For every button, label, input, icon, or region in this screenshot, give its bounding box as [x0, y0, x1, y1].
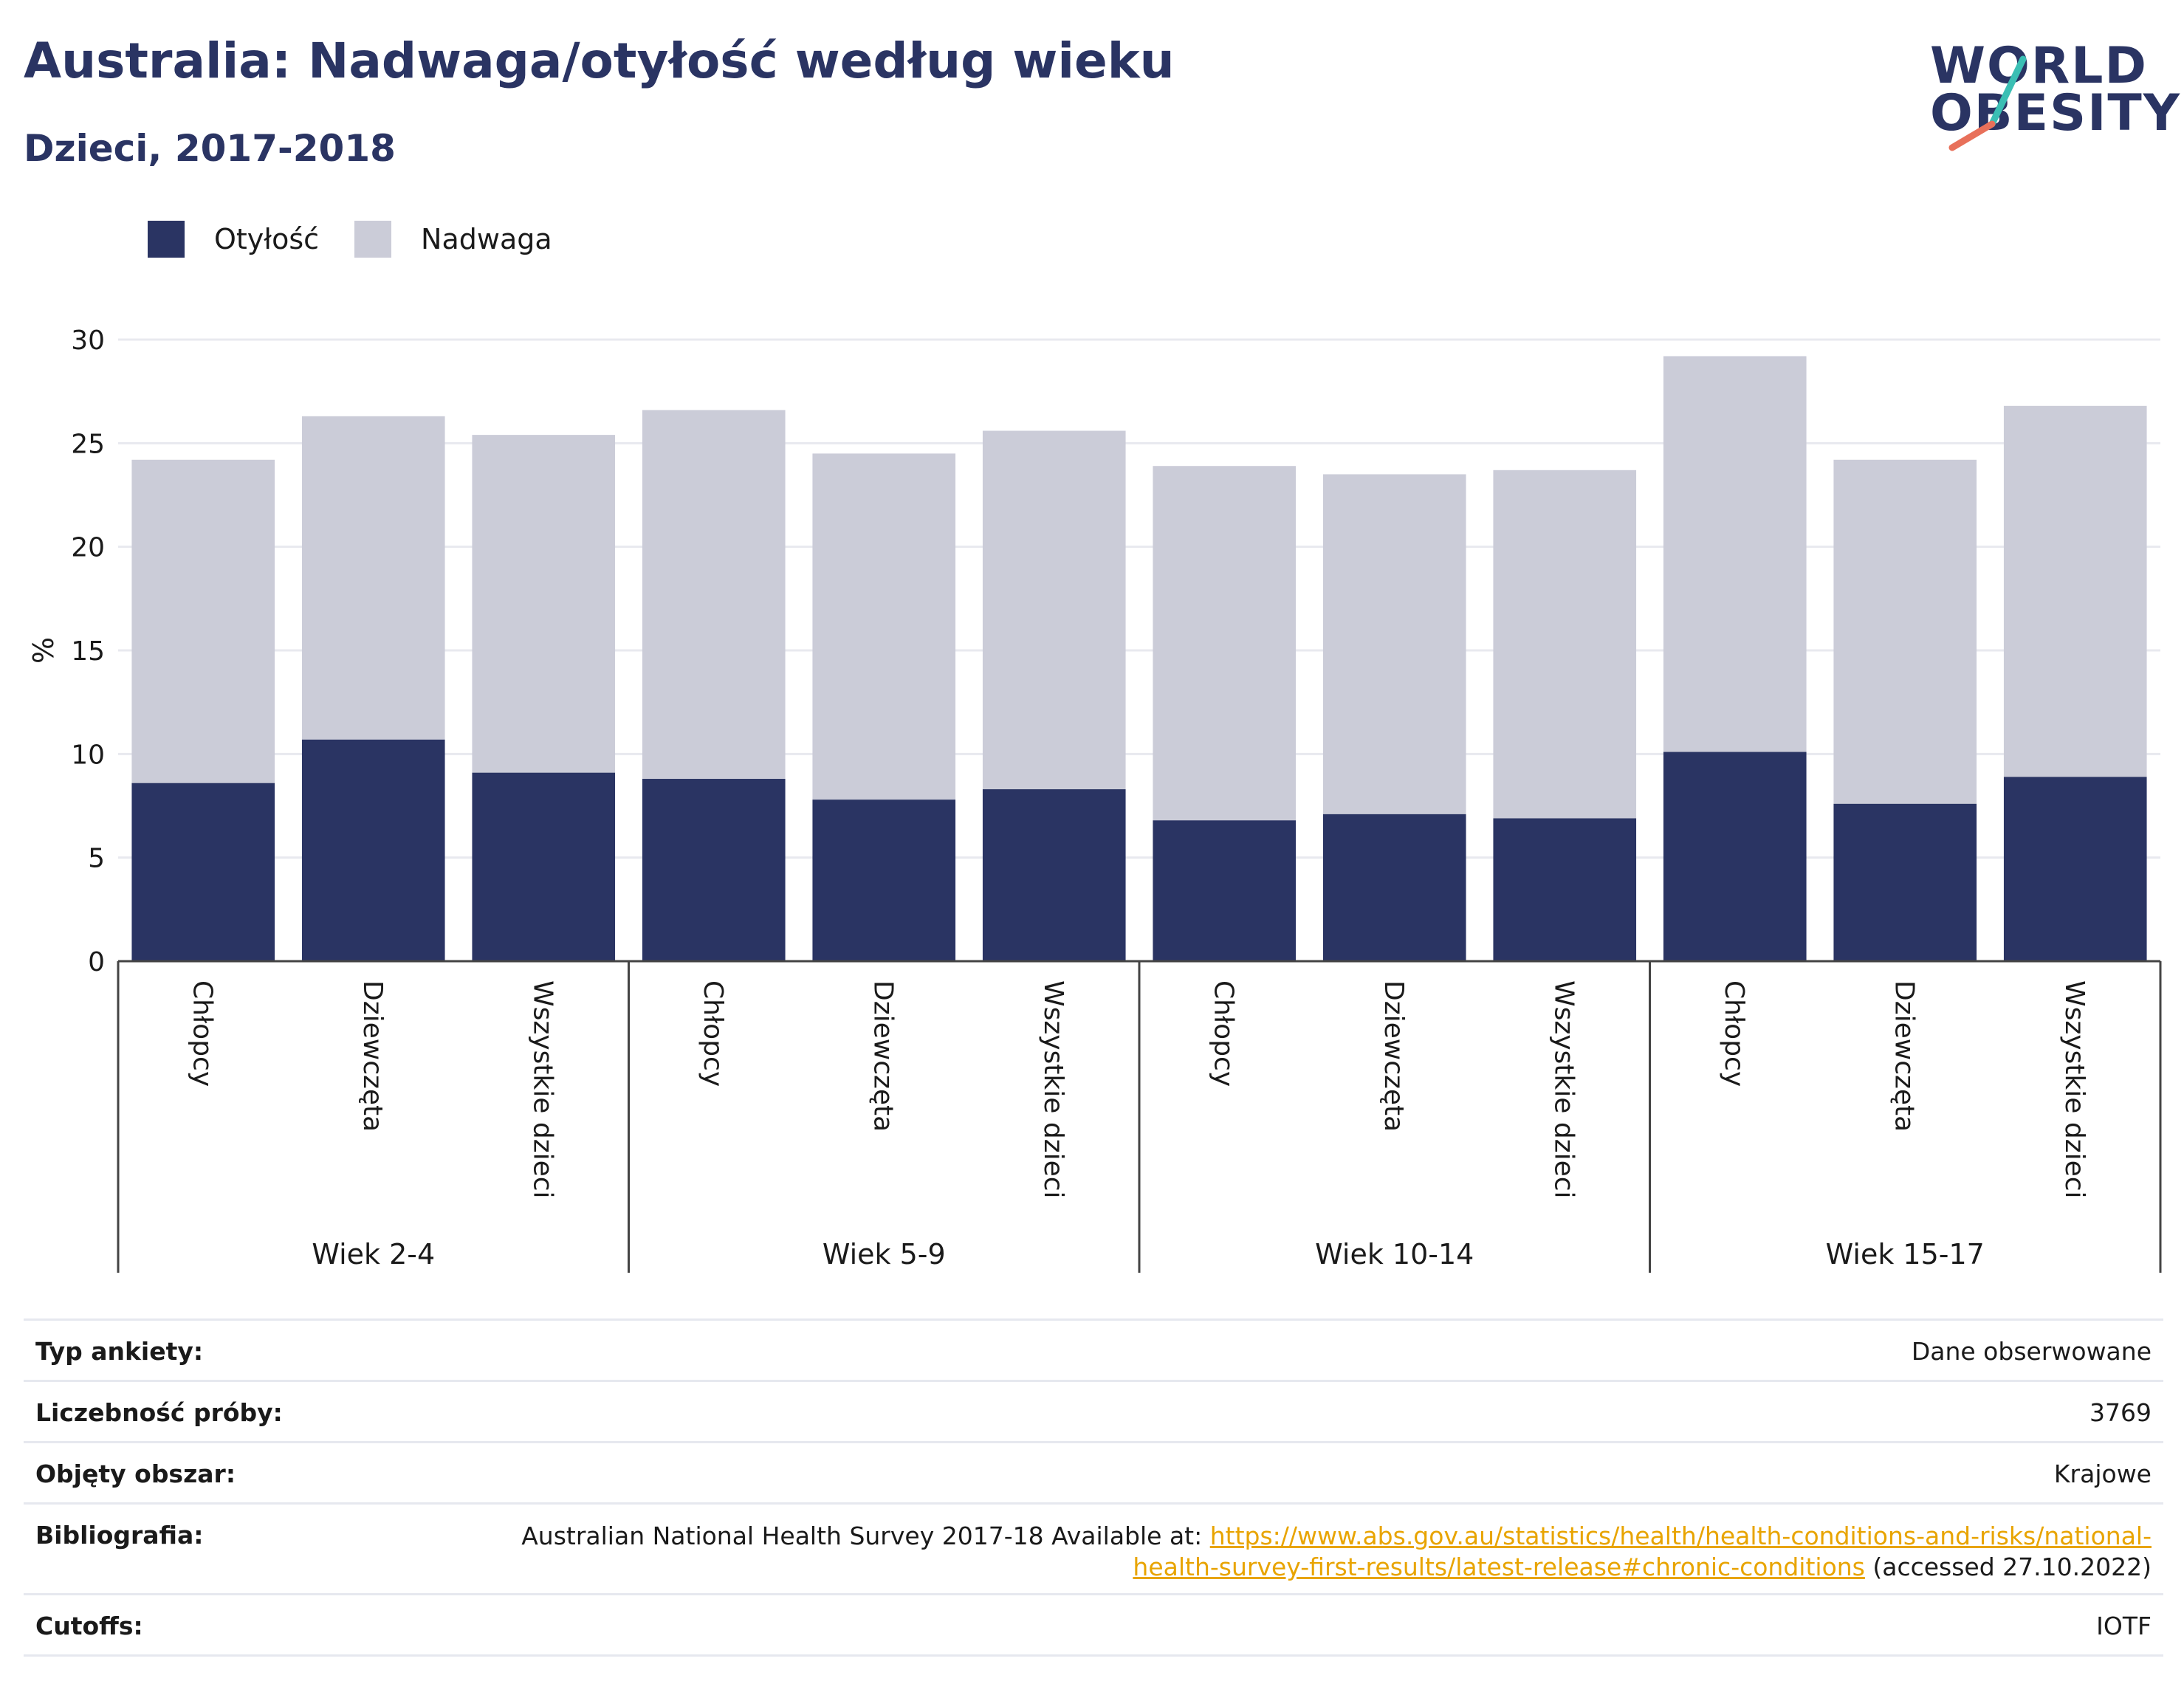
- bar-obesity: [472, 772, 616, 961]
- world-obesity-logo: WORLD OBESITY: [1920, 22, 2180, 155]
- bar-obesity: [1322, 814, 1466, 961]
- info-label-bibliography: Bibliografia:: [35, 1521, 204, 1550]
- x-category-label: Wszystkie dzieci: [1038, 980, 1068, 1199]
- legend-label-obesity: Otyłość: [214, 223, 320, 255]
- x-group-label: Wiek 2-4: [312, 1238, 435, 1271]
- bar-obesity: [642, 779, 786, 961]
- info-row-area-covered: Objęty obszar: Krajowe: [24, 1441, 2163, 1502]
- bar-obesity: [982, 789, 1126, 961]
- info-row-sample-size: Liczebność próby: 3769: [24, 1380, 2163, 1441]
- info-row-cutoffs: Cutoffs: IOTF: [24, 1593, 2163, 1657]
- info-row-bibliography: Bibliografia: Australian National Health…: [24, 1502, 2163, 1593]
- bar-overweight: [131, 459, 275, 783]
- bar-obesity: [301, 739, 445, 961]
- bar-obesity: [131, 783, 275, 961]
- x-category-label: Chłopcy: [1719, 980, 1749, 1087]
- y-tick-label: 30: [71, 326, 105, 356]
- bar-overweight: [1663, 356, 1807, 752]
- bar-overweight: [1322, 474, 1466, 814]
- legend-swatch-obesity: [148, 221, 185, 258]
- x-category-label: Dziewczęta: [868, 980, 898, 1132]
- logo-slash-icon: [1948, 55, 2027, 151]
- info-value-sample-size: 3769: [2089, 1398, 2152, 1427]
- legend-item-obesity[interactable]: Otyłość: [148, 221, 319, 258]
- info-value-bibliography: Australian National Health Survey 2017-1…: [453, 1521, 2163, 1583]
- y-axis-title: %: [27, 637, 60, 664]
- bar-overweight: [1493, 470, 1637, 819]
- x-category-label: Wszystkie dzieci: [527, 980, 557, 1199]
- x-category-label: Dziewczęta: [1889, 980, 1919, 1132]
- x-category-label: Chłopcy: [698, 980, 728, 1087]
- bar-overweight: [982, 430, 1126, 790]
- bar-obesity: [1833, 803, 1977, 961]
- logo-text-world: WORLD: [1930, 37, 2148, 95]
- bibliography-link[interactable]: https://www.abs.gov.au/statistics/health…: [1133, 1522, 2152, 1581]
- bar-overweight: [2003, 405, 2147, 777]
- bar-obesity: [1663, 752, 1807, 961]
- x-group-label: Wiek 15-17: [1826, 1238, 1985, 1271]
- x-category-label: Chłopcy: [1208, 980, 1238, 1087]
- y-tick-label: 5: [88, 844, 105, 874]
- y-tick-label: 10: [71, 740, 105, 770]
- bar-obesity: [812, 800, 956, 961]
- info-value-area-covered: Krajowe: [2053, 1460, 2152, 1488]
- info-table: Typ ankiety: Dane obserwowane Liczebność…: [24, 1318, 2163, 1657]
- x-category-label: Chłopcy: [187, 980, 217, 1087]
- x-group-label: Wiek 5-9: [823, 1238, 946, 1271]
- chart-title: Australia: Nadwaga/otyłość według wieku: [24, 32, 1175, 89]
- y-tick-label: 15: [71, 636, 105, 667]
- bar-obesity: [1153, 820, 1297, 961]
- bar-overweight: [1153, 466, 1297, 821]
- legend-swatch-overweight: [354, 221, 392, 258]
- bar-overweight: [812, 453, 956, 800]
- bar-overweight: [301, 416, 445, 740]
- y-tick-label: 0: [88, 947, 105, 977]
- info-label-area-covered: Objęty obszar:: [35, 1460, 236, 1488]
- info-label-survey-type: Typ ankiety:: [35, 1337, 204, 1366]
- logo-text-obesity: OBESITY: [1930, 84, 2181, 142]
- x-category-label: Wszystkie dzieci: [2059, 980, 2089, 1199]
- stacked-bar-chart: 0 5 10 15 20 25 30% Chłopcy Dziewczęta Wszystkie …: [27, 326, 2162, 1273]
- info-value-survey-type: Dane obserwowane: [1911, 1337, 2152, 1366]
- info-value-cutoffs: IOTF: [2096, 1612, 2152, 1640]
- info-label-cutoffs: Cutoffs:: [35, 1612, 143, 1640]
- info-label-sample-size: Liczebność próby:: [35, 1398, 283, 1427]
- legend-label-overweight: Nadwaga: [421, 223, 552, 255]
- x-group-label: Wiek 10-14: [1315, 1238, 1474, 1271]
- bar-overweight: [472, 435, 616, 773]
- x-category-label: Dziewczęta: [357, 980, 388, 1132]
- bibliography-suffix: (accessed 27.10.2022): [1864, 1553, 2152, 1581]
- y-tick-label: 20: [71, 533, 105, 563]
- chart-subtitle: Dzieci, 2017-2018: [24, 127, 396, 170]
- bar-overweight: [1833, 459, 1977, 804]
- x-category-label: Wszystkie dzieci: [1548, 980, 1579, 1199]
- chart-legend: Otyłość Nadwaga: [148, 219, 588, 260]
- bar-overweight: [642, 410, 786, 780]
- bar-obesity: [2003, 777, 2147, 961]
- info-row-survey-type: Typ ankiety: Dane obserwowane: [24, 1318, 2163, 1380]
- legend-item-overweight[interactable]: Nadwaga: [354, 221, 552, 258]
- bibliography-prefix: Australian National Health Survey 2017-1…: [521, 1522, 1210, 1550]
- y-tick-label: 25: [71, 429, 105, 459]
- x-category-label: Dziewczęta: [1378, 980, 1409, 1132]
- bar-obesity: [1493, 818, 1637, 961]
